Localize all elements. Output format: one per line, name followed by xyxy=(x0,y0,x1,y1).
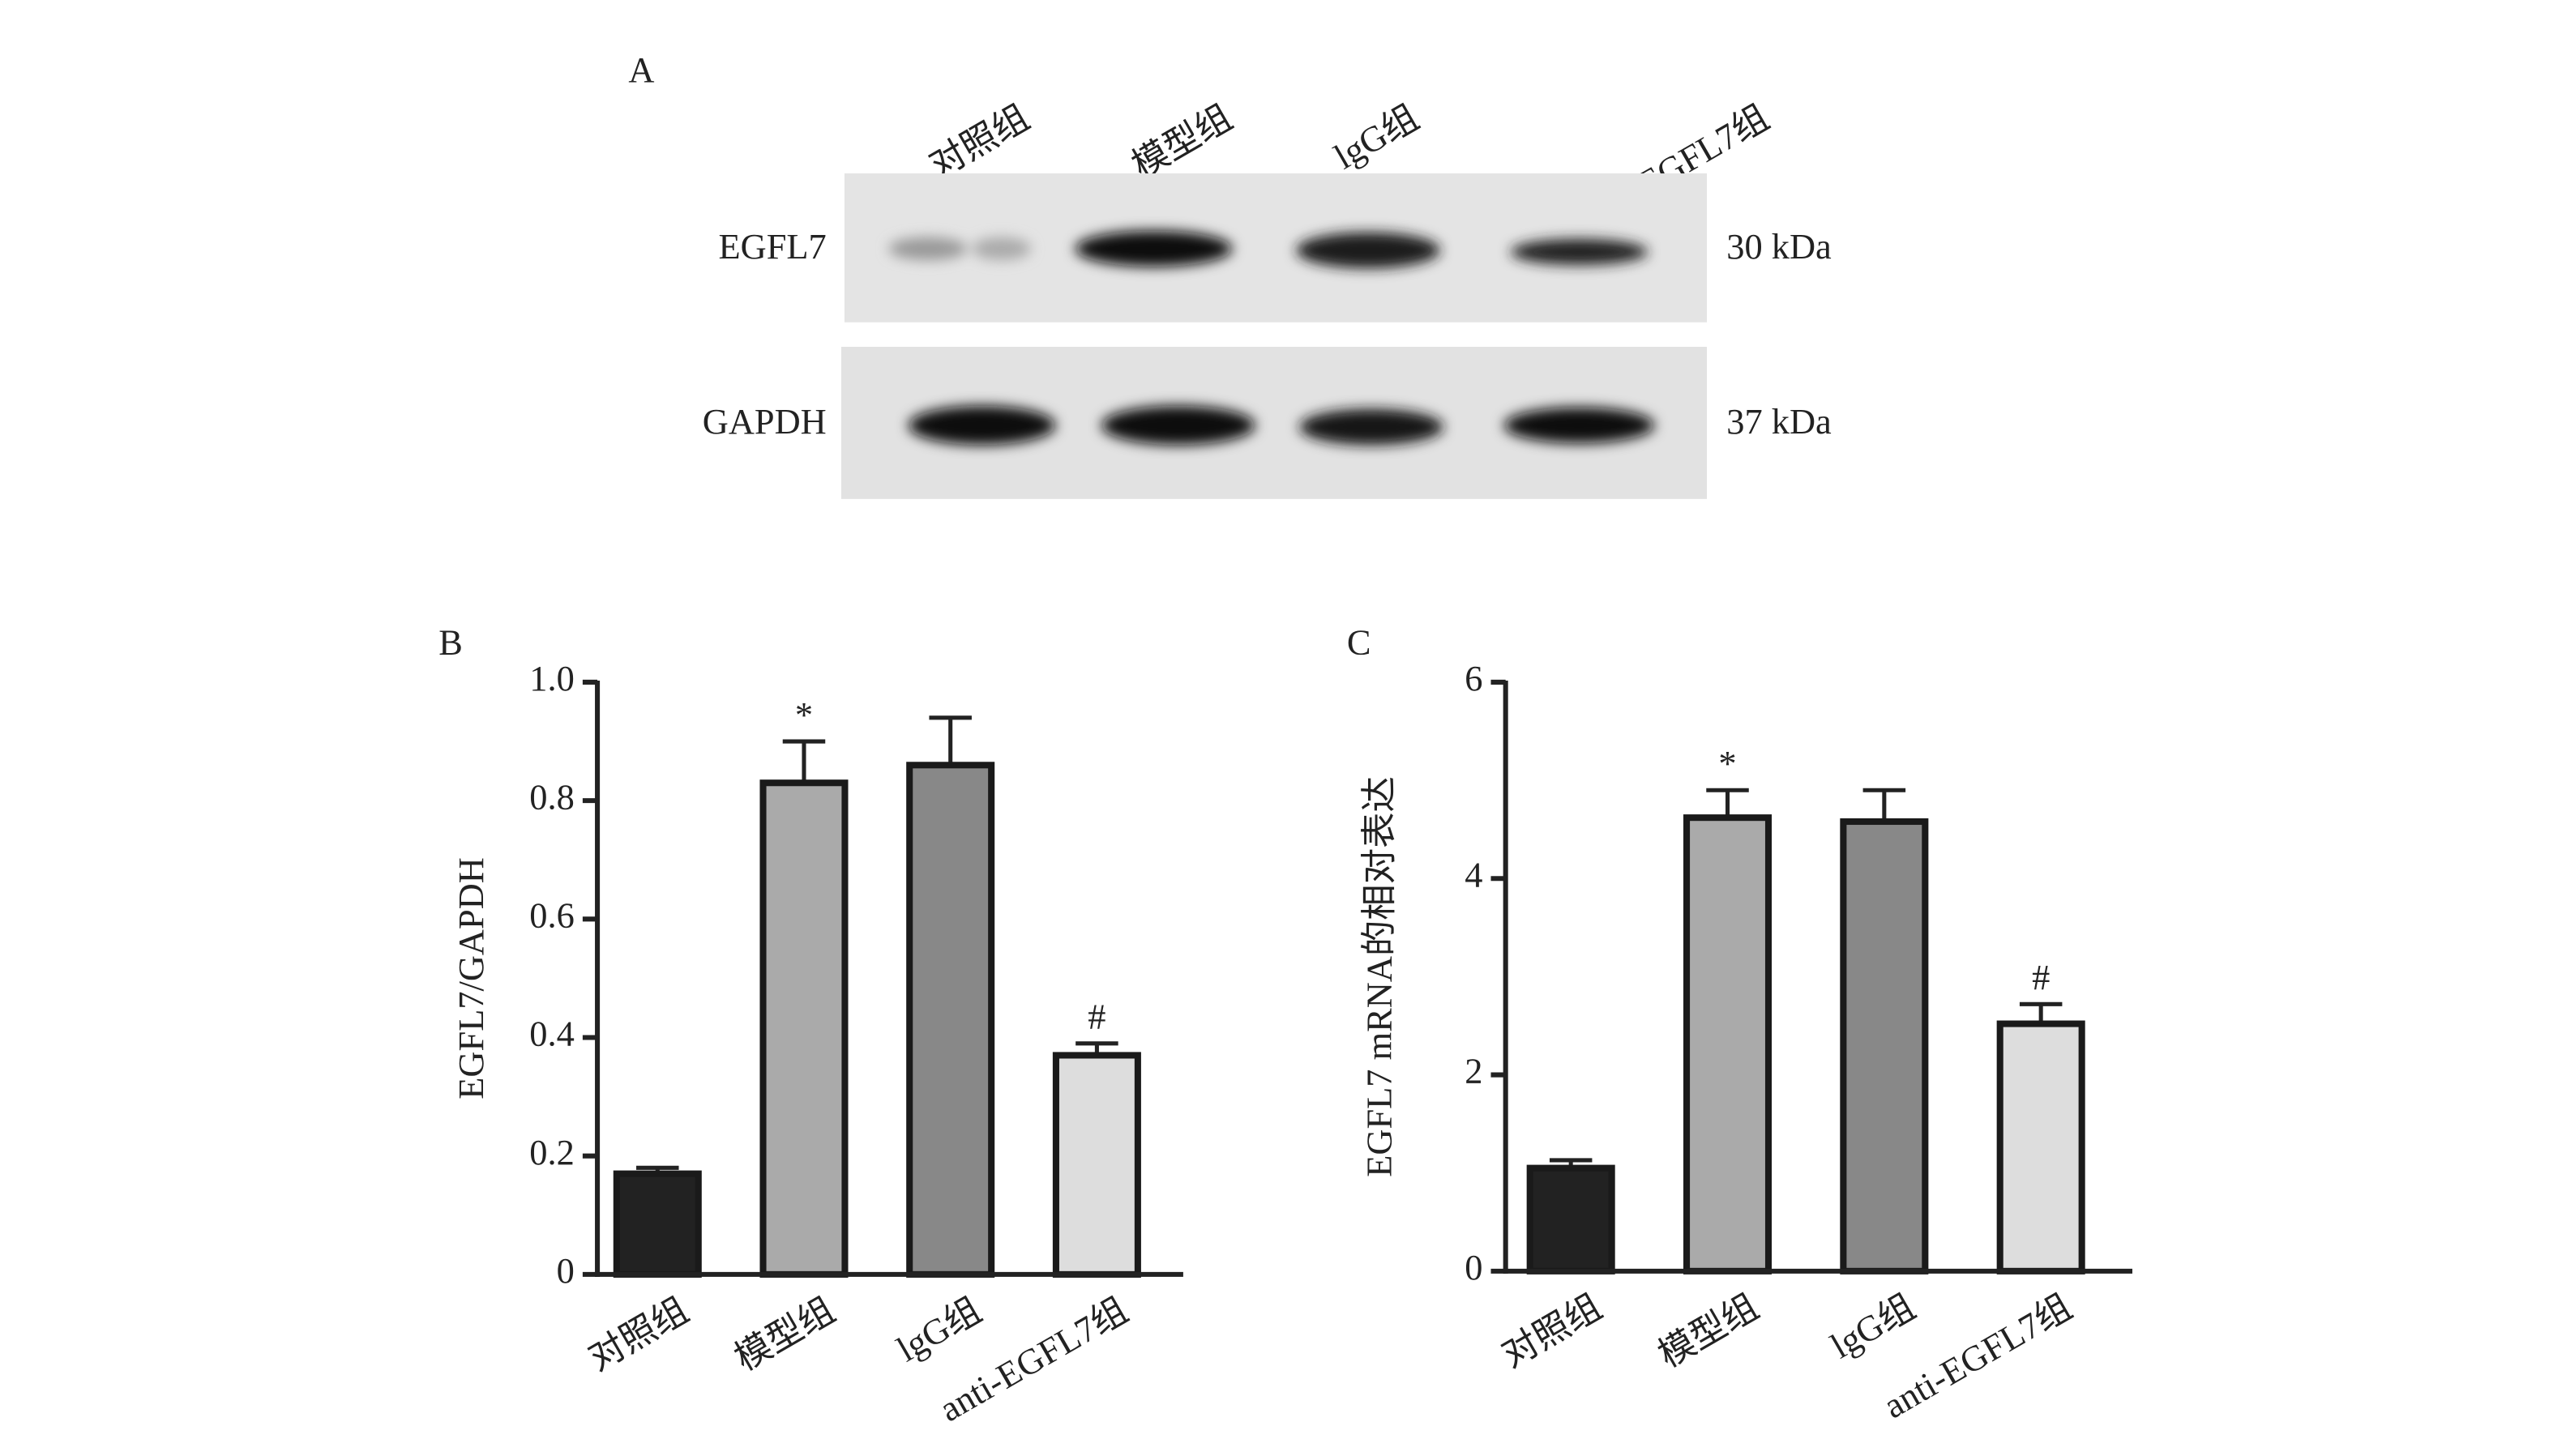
band xyxy=(908,405,1056,446)
y-tick-label: 0.8 xyxy=(529,776,575,817)
x-tick-label: 对照组 xyxy=(581,1289,695,1378)
y-axis-title: EGFL7/GAPDH xyxy=(451,857,491,1099)
panel-label: C xyxy=(1347,622,1371,663)
lane-label: 模型组 xyxy=(1125,97,1238,186)
x-tick-label: 对照组 xyxy=(1495,1286,1608,1375)
bar xyxy=(759,779,849,1278)
y-tick-label: 0.6 xyxy=(529,895,575,936)
y-tick-label: 0 xyxy=(1465,1247,1482,1287)
significance-marker: # xyxy=(2032,957,2050,997)
y-tick-label: 2 xyxy=(1465,1051,1482,1091)
y-tick-label: 0.4 xyxy=(529,1014,575,1054)
significance-marker: * xyxy=(795,694,813,735)
band xyxy=(1503,407,1655,444)
lane-label: 对照组 xyxy=(922,97,1036,186)
bar xyxy=(1840,818,1929,1275)
band xyxy=(1101,405,1255,446)
x-tick-label: lgG组 xyxy=(1824,1286,1922,1366)
size-label: 37 kDa xyxy=(1726,401,1832,442)
bar xyxy=(1996,1020,2085,1275)
significance-marker: # xyxy=(1088,997,1105,1037)
y-axis-title: EGFL7 mRNA的相对表达 xyxy=(1358,776,1399,1177)
size-label: 30 kDa xyxy=(1726,226,1832,267)
y-tick-label: 0 xyxy=(557,1250,575,1291)
y-tick-label: 6 xyxy=(1465,658,1482,698)
bar xyxy=(1683,814,1773,1275)
band xyxy=(888,237,968,261)
row-label: EGFL7 xyxy=(719,226,827,267)
x-tick-label: lgG组 xyxy=(890,1289,988,1369)
x-tick-label: 模型组 xyxy=(728,1289,841,1378)
band xyxy=(1299,408,1443,446)
band xyxy=(972,237,1032,261)
bar xyxy=(906,762,995,1278)
y-tick-label: 4 xyxy=(1465,854,1482,895)
bands xyxy=(888,230,1655,446)
lane-label: lgG组 xyxy=(1328,97,1426,177)
bar xyxy=(1526,1164,1615,1275)
row-label: GAPDH xyxy=(703,401,827,442)
significance-marker: * xyxy=(1718,743,1736,784)
y-tick-label: 1.0 xyxy=(529,658,575,698)
panel-label: A xyxy=(628,49,654,90)
x-tick-label: 模型组 xyxy=(1652,1286,1765,1375)
panel-label: B xyxy=(438,622,463,663)
bar xyxy=(613,1170,702,1278)
band xyxy=(1510,238,1649,266)
band xyxy=(1075,230,1233,267)
y-tick-label: 0.2 xyxy=(529,1132,575,1172)
band xyxy=(1296,232,1440,269)
bar xyxy=(1052,1052,1141,1278)
